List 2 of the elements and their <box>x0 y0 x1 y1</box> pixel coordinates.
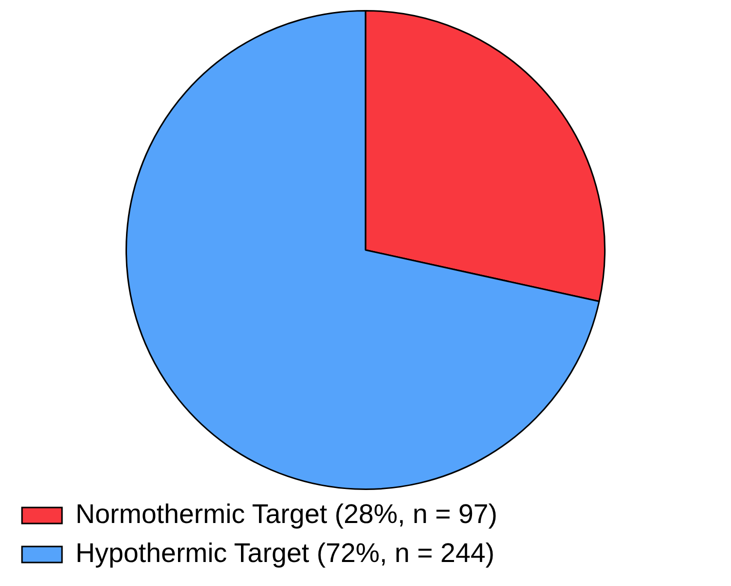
legend-label: Normothermic Target (28%, n = 97) <box>76 498 498 529</box>
legend-label: Hypothermic Target (72%, n = 244) <box>76 538 494 568</box>
